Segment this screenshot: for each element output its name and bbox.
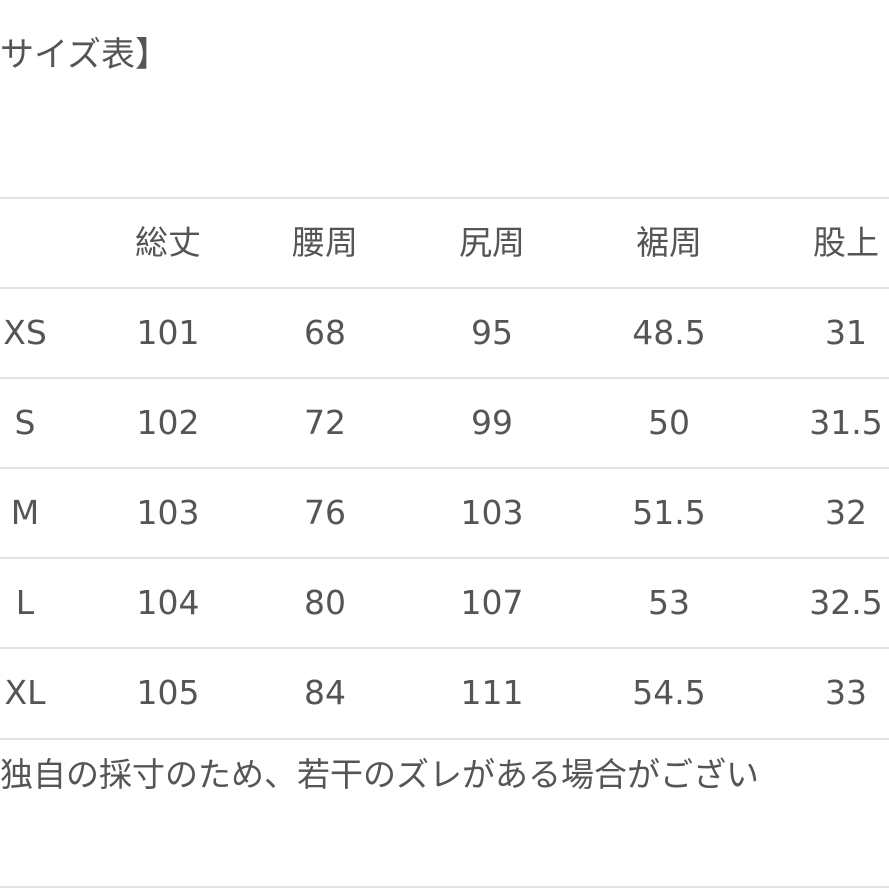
table-cell: 総丈 (135, 223, 201, 262)
table-row: M 103 76 103 51.5 32 (0, 469, 889, 557)
table-cell: 股上 (813, 223, 879, 262)
table-divider (0, 467, 889, 469)
table-cell: 尻周 (459, 223, 525, 262)
table-cell: 103 (136, 493, 200, 532)
size-label: XS (3, 313, 47, 352)
table-row: S 102 72 99 50 31.5 (0, 379, 889, 467)
table-cell: 101 (136, 313, 200, 352)
table-header-row: 総丈 腰周 尻周 裾周 股上 (0, 199, 889, 287)
table-cell: 31.5 (809, 403, 883, 442)
measurement-note: 独自の採寸のため、若干のズレがある場合がござい (0, 755, 759, 794)
table-row: L 104 80 107 53 32.5 (0, 559, 889, 647)
table-cell: 72 (304, 403, 346, 442)
table-divider (0, 197, 889, 199)
table-divider (0, 557, 889, 559)
table-cell: 111 (460, 673, 524, 712)
table-cell: 32.5 (809, 583, 883, 622)
table-cell: 腰周 (292, 223, 358, 262)
table-cell: 68 (304, 313, 346, 352)
table-divider (0, 738, 889, 740)
table-cell: 95 (471, 313, 513, 352)
table-cell: 32 (825, 493, 867, 532)
table-cell: 76 (304, 493, 346, 532)
table-cell: 105 (136, 673, 200, 712)
table-cell: 99 (471, 403, 513, 442)
table-cell: 103 (460, 493, 524, 532)
size-label: S (14, 403, 36, 442)
table-cell: 48.5 (632, 313, 706, 352)
table-cell: 107 (460, 583, 524, 622)
table-divider (0, 287, 889, 289)
table-divider (0, 377, 889, 379)
table-cell: 53 (648, 583, 690, 622)
table-cell: 54.5 (632, 673, 706, 712)
table-divider (0, 886, 889, 888)
table-cell: 51.5 (632, 493, 706, 532)
table-cell: 31 (825, 313, 867, 352)
size-label: XL (4, 673, 46, 712)
table-cell: 80 (304, 583, 346, 622)
table-cell: 50 (648, 403, 690, 442)
page-title: サイズ表】 (0, 35, 169, 75)
table-cell: 102 (136, 403, 200, 442)
size-label: M (10, 493, 40, 532)
table-row: XS 101 68 95 48.5 31 (0, 289, 889, 377)
table-divider (0, 647, 889, 649)
table-cell: 裾周 (636, 223, 702, 262)
table-cell: 84 (304, 673, 346, 712)
table-row: XL 105 84 111 54.5 33 (0, 649, 889, 737)
size-label: L (15, 583, 35, 622)
table-cell: 33 (825, 673, 867, 712)
table-cell: 104 (136, 583, 200, 622)
